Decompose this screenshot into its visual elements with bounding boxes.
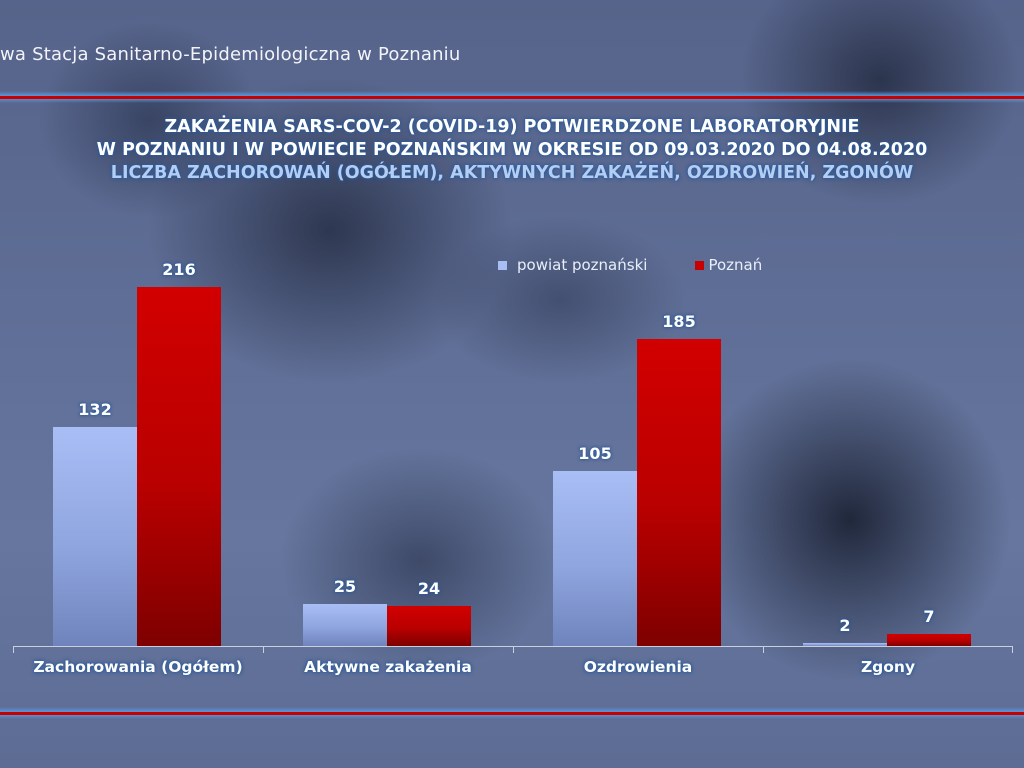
bar-poznan — [137, 287, 221, 646]
header-organization: wa Stacja Sanitarno-Epidemiologiczna w P… — [0, 44, 461, 65]
legend-item-powiat: powiat poznański — [498, 256, 647, 274]
x-axis-line — [13, 646, 1012, 647]
data-label-powiat: 2 — [839, 616, 851, 635]
chart-title: ZAKAŻENIA SARS-COV-2 (COVID-19) POTWIERD… — [0, 116, 1024, 185]
chart-title-line1: ZAKAŻENIA SARS-COV-2 (COVID-19) POTWIERD… — [164, 117, 860, 137]
x-axis-tick — [13, 646, 14, 653]
x-axis-tick — [763, 646, 764, 653]
chart-subtitle: LICZBA ZACHOROWAŃ (OGÓŁEM), AKTYWNYCH ZA… — [110, 163, 914, 183]
legend-label-poznan: Poznań — [708, 256, 763, 274]
x-axis-tick — [1012, 646, 1013, 653]
x-axis-category-label: Zachorowania (Ogółem) — [33, 658, 243, 676]
legend-item-poznan: Poznań — [695, 256, 762, 274]
chart-legend: powiat poznański Poznań — [498, 256, 762, 274]
data-label-powiat: 25 — [333, 577, 357, 596]
chart-title-line2: W POZNANIU I W POWIECIE POZNAŃSKIM W OKR… — [96, 140, 928, 160]
data-label-poznan: 7 — [923, 607, 935, 626]
legend-label-powiat: powiat poznański — [517, 256, 648, 274]
data-label-poznan: 24 — [417, 579, 441, 598]
data-label-powiat: 105 — [578, 444, 612, 463]
legend-swatch-poznan-icon — [695, 260, 705, 270]
bottom-divider — [0, 707, 1024, 719]
x-axis-category-label: Ozdrowienia — [583, 658, 693, 676]
data-label-poznan: 185 — [662, 312, 696, 331]
bar-powiat — [53, 427, 137, 646]
data-label-poznan: 216 — [162, 260, 196, 279]
data-label-powiat: 132 — [78, 400, 112, 419]
x-axis-tick — [263, 646, 264, 653]
bar-poznan — [887, 634, 971, 646]
bar-poznan — [387, 606, 471, 646]
bar-poznan — [637, 339, 721, 646]
x-axis-tick — [513, 646, 514, 653]
bar-powiat — [553, 471, 637, 646]
x-axis-category-label: Zgony — [860, 658, 916, 676]
legend-swatch-powiat-icon — [498, 260, 507, 270]
x-axis-category-label: Aktywne zakażenia — [304, 658, 472, 676]
bar-powiat — [803, 643, 887, 646]
top-divider — [0, 91, 1024, 103]
bar-powiat — [303, 604, 387, 646]
